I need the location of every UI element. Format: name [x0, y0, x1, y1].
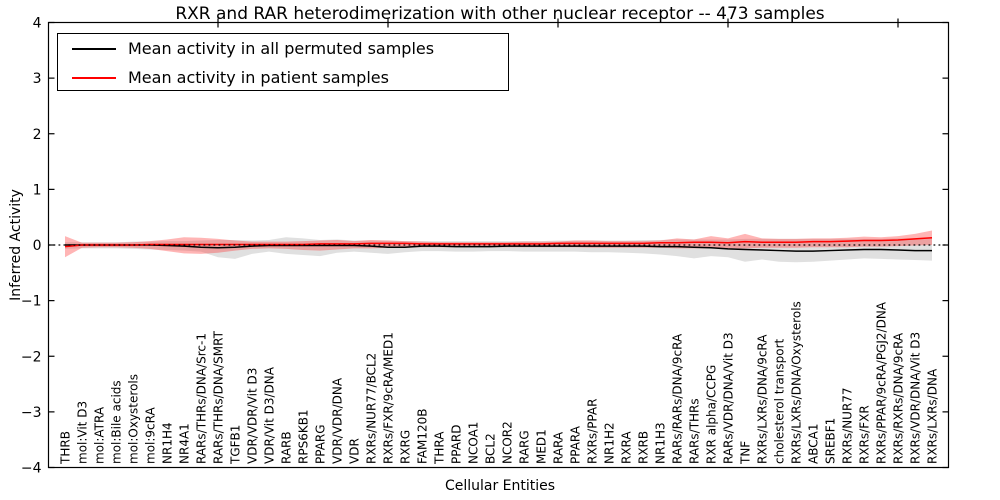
x-category-label: TGFB1	[229, 425, 243, 465]
x-category-label: NR1H2	[603, 422, 617, 464]
y-tick-label: 0	[33, 238, 42, 254]
x-category-label: RXRs/LXRs/DNA/Oxysterols	[790, 301, 804, 464]
permuted-mean-line	[65, 244, 932, 252]
x-category-label: NCOA1	[467, 422, 481, 464]
x-category-label: RARs/THRs/DNA/Src-1	[195, 333, 209, 464]
x-category-label: VDR/Vit D3/DNA	[263, 366, 277, 464]
patient-line-sample	[72, 76, 116, 79]
y-tick-label: −2	[21, 349, 42, 365]
x-category-label: PPARG	[314, 424, 328, 464]
permuted-std-band	[65, 237, 932, 263]
x-category-label: RARB	[280, 431, 294, 464]
x-category-label: mol:9cRA	[144, 407, 158, 464]
x-category-label: RXR alpha/CCPG	[705, 365, 719, 464]
x-category-label: NR4A1	[178, 423, 192, 464]
x-category-label: SREBF1	[824, 418, 838, 464]
x-category-label: RARs/VDR/DNA/Vit D3	[722, 332, 736, 464]
legend-item-permuted: Mean activity in all permuted samples	[58, 34, 508, 63]
legend: Mean activity in all permuted samples Me…	[57, 33, 509, 91]
x-category-label: RARG	[518, 430, 532, 464]
x-category-label: mol:Vit D3	[76, 401, 90, 464]
y-axis-label: Inferred Activity	[8, 189, 24, 301]
y-tick-label: −3	[21, 405, 42, 421]
x-category-label: FAM120B	[416, 409, 430, 465]
x-category-label: THRB	[59, 431, 73, 465]
y-tick-label: −4	[21, 461, 42, 477]
x-category-label: NCOR2	[501, 421, 515, 464]
x-category-label: VDR/VDR/DNA	[331, 377, 345, 464]
x-category-label: RXRs/NUR77/BCL2	[365, 353, 379, 464]
permuted-line-sample	[72, 47, 116, 50]
y-tick-label: 4	[33, 16, 42, 32]
x-category-label: RPS6KB1	[297, 409, 311, 464]
x-category-label: RARA	[552, 431, 566, 464]
x-category-label: RXRs/LXRs/DNA	[926, 368, 940, 464]
chart-title: RXR and RAR heterodimerization with othe…	[175, 4, 825, 24]
x-category-label: VDR	[348, 438, 362, 464]
x-category-label: THRA	[433, 431, 447, 465]
x-category-label: VDR/VDR/Vit D3	[246, 368, 260, 464]
x-category-label: RXRs/FXR	[858, 405, 872, 464]
x-category-label: TNF	[739, 441, 753, 465]
x-category-label: mol:ATRA	[93, 406, 107, 464]
x-category-label: mol:Oxysterols	[127, 374, 141, 464]
x-category-label: RXRs/LXRs/DNA/9cRA	[756, 334, 770, 464]
x-category-label: RXRs/RXRs/DNA/9cRA	[892, 332, 906, 464]
x-category-label: RARs/RARs/DNA/9cRA	[671, 333, 685, 464]
x-category-label: NR1H4	[161, 422, 175, 464]
x-category-label: BCL2	[484, 433, 498, 464]
x-category-label: RXRB	[637, 431, 651, 464]
legend-label-permuted: Mean activity in all permuted samples	[128, 39, 435, 58]
x-category-label: MED1	[535, 429, 549, 464]
y-tick-label: 3	[33, 71, 42, 87]
x-category-label: RARs/THRs	[688, 398, 702, 464]
legend-item-patient: Mean activity in patient samples	[58, 63, 508, 92]
x-category-label: RXRs/NUR77	[841, 387, 855, 464]
x-category-label: RXRG	[399, 430, 413, 464]
x-category-label: PPARD	[450, 425, 464, 465]
y-tick-label: 1	[33, 182, 42, 198]
y-tick-label: 2	[33, 127, 42, 143]
x-category-label: ABCA1	[807, 424, 821, 464]
x-category-label: RXRs/VDR/DNA/Vit D3	[909, 332, 923, 464]
x-category-label: NR1H3	[654, 422, 668, 464]
x-category-label: cholesterol transport	[773, 338, 787, 464]
x-category-label: mol:Bile acids	[110, 380, 124, 464]
legend-label-patient: Mean activity in patient samples	[128, 68, 389, 87]
x-category-label: RXRs/FXR/9cRA/MED1	[382, 332, 396, 464]
x-category-label: PPARA	[569, 425, 583, 464]
x-category-label: RXRA	[620, 431, 634, 464]
x-category-label: RXRs/PPAR	[586, 399, 600, 464]
x-category-label: RARs/THRs/DNA/SMRT	[212, 330, 226, 464]
x-category-label: RXRs/PPAR/9cRA/PGJ2/DNA	[875, 301, 889, 464]
x-axis-label: Cellular Entities	[444, 478, 556, 494]
y-tick-label: −1	[21, 294, 42, 310]
